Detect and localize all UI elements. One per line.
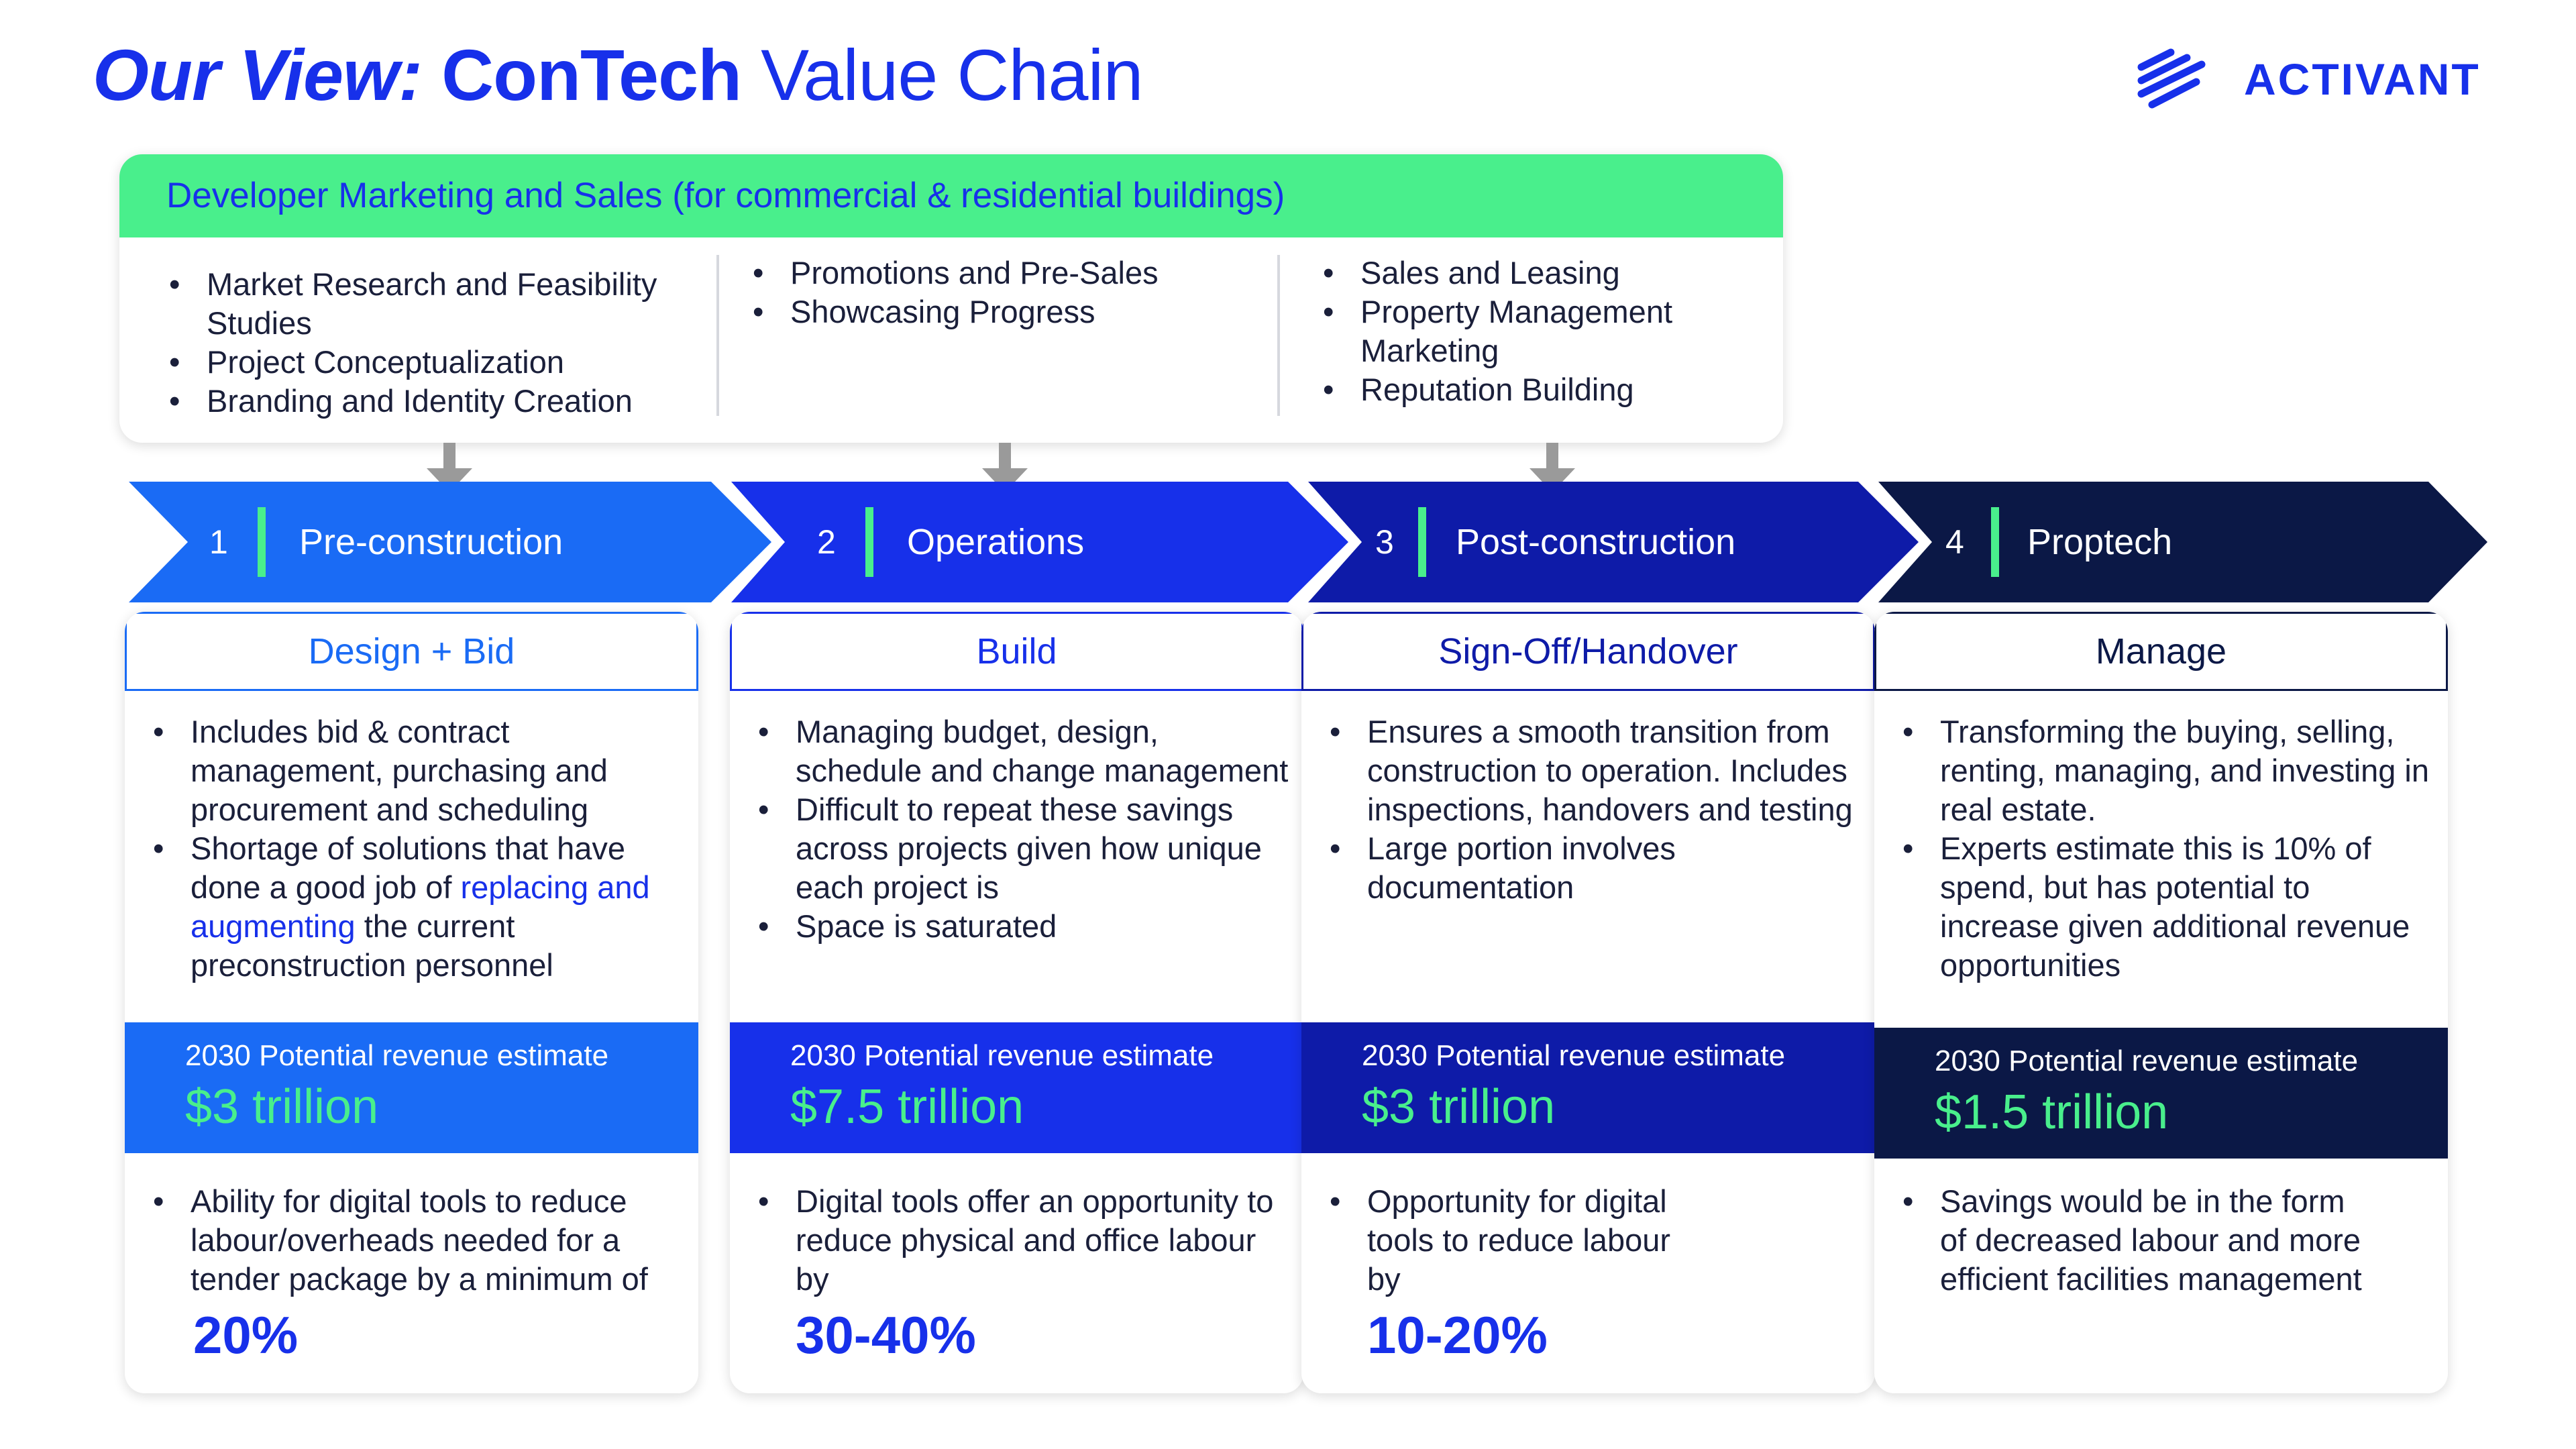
revenue-band: 2030 Potential revenue estimate $7.5 tri… xyxy=(730,1022,1303,1153)
stage-accent-bar xyxy=(865,507,873,577)
value-chain-chevrons xyxy=(129,482,2487,602)
card-bullet: Ensures a smooth transition from constru… xyxy=(1327,712,1864,829)
stage-number: 4 xyxy=(1945,523,1964,561)
bullet-text: Shortage of solutions that have done a g… xyxy=(191,830,625,905)
revenue-label: 2030 Potential revenue estimate xyxy=(790,1039,1214,1072)
stage-name: Proptech xyxy=(2027,522,2173,562)
card-bullet: Difficult to repeat these savings across… xyxy=(755,790,1292,907)
savings-percent: 30-40% xyxy=(796,1305,976,1364)
chevron-stage-3 xyxy=(1308,482,1919,602)
card-title: Sign-Off/Handover xyxy=(1301,612,1875,691)
revenue-label: 2030 Potential revenue estimate xyxy=(1935,1044,2359,1077)
column-divider xyxy=(716,255,719,416)
card-bullet: Managing budget, design, schedule and ch… xyxy=(755,712,1292,790)
stage-card-3: Sign-Off/Handover Ensures a smooth trans… xyxy=(1301,612,1875,1393)
stage-accent-bar xyxy=(258,507,266,577)
revenue-band: 2030 Potential revenue estimate $3 trill… xyxy=(125,1022,698,1153)
revenue-band: 2030 Potential revenue estimate $3 trill… xyxy=(1301,1022,1875,1153)
stage-accent-bar xyxy=(1991,507,1999,577)
card-bullets: Transforming the buying, selling, rentin… xyxy=(1900,712,2436,985)
developer-box: Developer Marketing and Sales (for comme… xyxy=(119,154,1783,443)
card-title: Design + Bid xyxy=(125,612,698,691)
card-bottom: Savings would be in the form of decrease… xyxy=(1900,1182,2369,1299)
bullet-text: the current preconstruction personnel xyxy=(191,908,553,983)
developer-bullet: Project Conceptualization xyxy=(166,343,696,382)
savings-percent: 10-20% xyxy=(1367,1305,1548,1364)
developer-bullet: Property Management Marketing xyxy=(1320,292,1776,370)
stage-card-1: Design + Bid Includes bid & contract man… xyxy=(125,612,698,1393)
developer-bullet: Branding and Identity Creation xyxy=(166,382,696,421)
bottom-text: Ability for digital tools to reduce labo… xyxy=(150,1182,687,1299)
card-bottom: Digital tools offer an opportunity to re… xyxy=(755,1182,1292,1299)
card-bullet: Large portion involves documentation xyxy=(1327,829,1864,907)
stage-card-2: Build Managing budget, design, schedule … xyxy=(730,612,1303,1393)
highlighted-text: replacing and augmenting xyxy=(191,869,650,944)
bottom-text: Opportunity for digital tools to reduce … xyxy=(1327,1182,1703,1299)
card-bullet: Shortage of solutions that have done a g… xyxy=(150,829,687,985)
developer-bullet: Sales and Leasing xyxy=(1320,254,1776,292)
stage-number: 2 xyxy=(817,523,836,561)
chevron-labels: 1 Pre-construction 2 Operations 3 Post-c… xyxy=(0,482,2576,602)
stage-number: 3 xyxy=(1375,523,1394,561)
title-rest: Value Chain xyxy=(741,34,1143,115)
card-bullet: Experts estimate this is 10% of spend, b… xyxy=(1900,829,2436,985)
card-bullets: Managing budget, design, schedule and ch… xyxy=(755,712,1292,946)
stage-name: Post-construction xyxy=(1456,522,1736,562)
revenue-label: 2030 Potential revenue estimate xyxy=(185,1039,609,1072)
revenue-band: 2030 Potential revenue estimate $1.5 tri… xyxy=(1874,1028,2448,1159)
developer-bullet: Reputation Building xyxy=(1320,370,1776,409)
revenue-value: $7.5 trillion xyxy=(790,1080,1024,1134)
activant-stripes-icon xyxy=(2137,48,2206,109)
bottom-text: Digital tools offer an opportunity to re… xyxy=(755,1182,1292,1299)
stage-number: 1 xyxy=(209,523,228,561)
developer-bullet: Market Research and Feasibility Studies xyxy=(166,265,696,343)
column-divider xyxy=(1277,255,1280,416)
developer-bullet: Promotions and Pre-Sales xyxy=(750,254,1260,292)
card-bottom: Ability for digital tools to reduce labo… xyxy=(150,1182,687,1299)
stage-name: Pre-construction xyxy=(299,522,564,562)
revenue-value: $3 trillion xyxy=(1362,1080,1556,1134)
logo-text: ACTIVANT xyxy=(2244,54,2481,104)
card-bullet: Transforming the buying, selling, rentin… xyxy=(1900,712,2436,829)
bottom-text: Savings would be in the form of decrease… xyxy=(1900,1182,2369,1299)
card-bullets: Includes bid & contract management, purc… xyxy=(150,712,687,985)
revenue-value: $3 trillion xyxy=(185,1080,379,1134)
stage-accent-bar xyxy=(1418,507,1426,577)
stage-name: Operations xyxy=(907,522,1085,562)
developer-bullet: Showcasing Progress xyxy=(750,292,1260,331)
card-bottom: Opportunity for digital tools to reduce … xyxy=(1327,1182,1703,1299)
chevron-stage-2 xyxy=(731,482,1348,602)
page-title: Our View: ConTech Value Chain xyxy=(93,28,1144,122)
revenue-label: 2030 Potential revenue estimate xyxy=(1362,1039,1786,1072)
developer-column-2: Promotions and Pre-SalesShowcasing Progr… xyxy=(750,254,1260,331)
card-bullet: Includes bid & contract management, purc… xyxy=(150,712,687,829)
card-bullet: Space is saturated xyxy=(755,907,1292,946)
stage-card-4: Manage Transforming the buying, selling,… xyxy=(1874,612,2448,1393)
chevron-stage-4 xyxy=(1878,482,2487,602)
title-bold: ConTech xyxy=(441,34,742,115)
card-title: Build xyxy=(730,612,1303,691)
title-prefix: Our View: xyxy=(93,34,423,115)
developer-box-header: Developer Marketing and Sales (for comme… xyxy=(119,154,1783,237)
developer-column-1: Market Research and Feasibility StudiesP… xyxy=(166,265,696,421)
revenue-value: $1.5 trillion xyxy=(1935,1085,2169,1139)
developer-column-3: Sales and LeasingProperty Management Mar… xyxy=(1320,254,1776,409)
savings-percent: 20% xyxy=(193,1305,299,1364)
card-bullets: Ensures a smooth transition from constru… xyxy=(1327,712,1864,907)
card-title: Manage xyxy=(1874,612,2448,691)
chevron-stage-1 xyxy=(129,482,771,602)
